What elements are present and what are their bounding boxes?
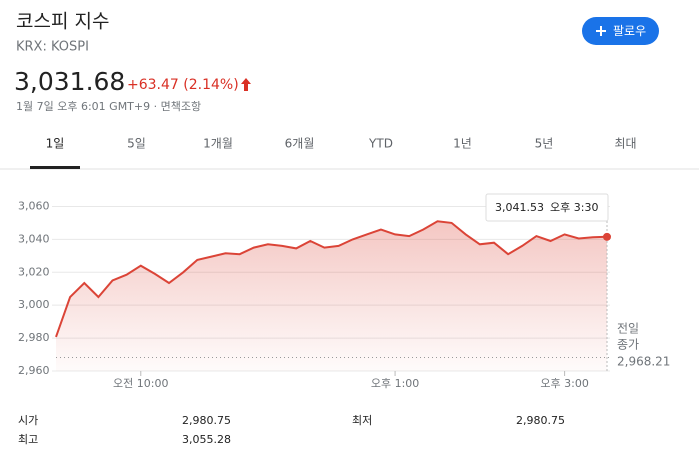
stat-value: 2,980.75 (182, 414, 231, 427)
previous-close-text: 전일 (617, 322, 639, 336)
tab[interactable]: 최대 (614, 137, 636, 151)
up-arrow (241, 78, 251, 91)
tab[interactable]: 1일 (46, 137, 65, 151)
x-tick-label: 오후 1:00 (371, 377, 419, 390)
stat-value: 2,980.75 (516, 414, 565, 427)
change: +63.47 (2.14%) (127, 77, 239, 93)
y-tick-label: 3,020 (18, 265, 50, 278)
timestamp: 1월 7일 오후 6:01 GMT+9 · 면책조항 (16, 99, 201, 113)
area-fill (56, 221, 607, 371)
y-tick-label: 2,960 (18, 364, 50, 377)
tabs: 1일 5일 1개월 6개월 YTD 1년 5년 최대 (46, 137, 637, 151)
chart: 2,960 2,980 3,000 3,020 3,040 3,060 오전 10:00 오후… (18, 193, 670, 390)
y-tick-label: 3,040 (18, 232, 50, 245)
follow-bg[interactable] (582, 17, 659, 45)
tab-underline (30, 166, 80, 169)
tab[interactable]: 1개월 (203, 137, 233, 151)
end-dot (603, 232, 611, 241)
x-tick-label: 오후 3:00 (540, 377, 588, 390)
ticker: KRX: KOSPI (16, 40, 89, 55)
title: 코스피 지수 (16, 11, 109, 33)
y-tick-label: 2,980 (18, 331, 50, 344)
stat-label: 시가 (18, 414, 38, 427)
tab[interactable]: 5일 (127, 137, 146, 151)
price-line (55, 220, 608, 338)
y-tick-label: 3,000 (18, 298, 50, 311)
tab[interactable]: YTD (368, 137, 393, 151)
stats: 시가 2,980.75 최저 2,980.75 최고 3,055.28 (18, 414, 565, 446)
stat-label: 최저 (352, 414, 372, 427)
price: 3,031.68 (14, 67, 125, 96)
tooltip-box (485, 193, 609, 222)
previous-close-text: 종가 (617, 338, 639, 352)
tab[interactable]: 5년 (535, 137, 554, 151)
tab[interactable]: 6개월 (285, 137, 315, 151)
tooltip-value: 3,041.53 (495, 201, 544, 214)
y-tick-label: 3,060 (18, 199, 50, 212)
plus-icon (596, 26, 606, 36)
previous-close-value: 2,968.21 (617, 355, 670, 369)
x-tick-label: 오전 10:00 (113, 377, 168, 390)
stat-value: 3,055.28 (182, 433, 231, 446)
follow-button[interactable]: 팔로우 (582, 17, 659, 45)
tooltip-time: 오후 3:30 (550, 201, 598, 214)
stat-label: 최고 (18, 433, 38, 446)
tab[interactable]: 1년 (453, 137, 472, 151)
follow-label[interactable]: 팔로우 (613, 24, 646, 38)
